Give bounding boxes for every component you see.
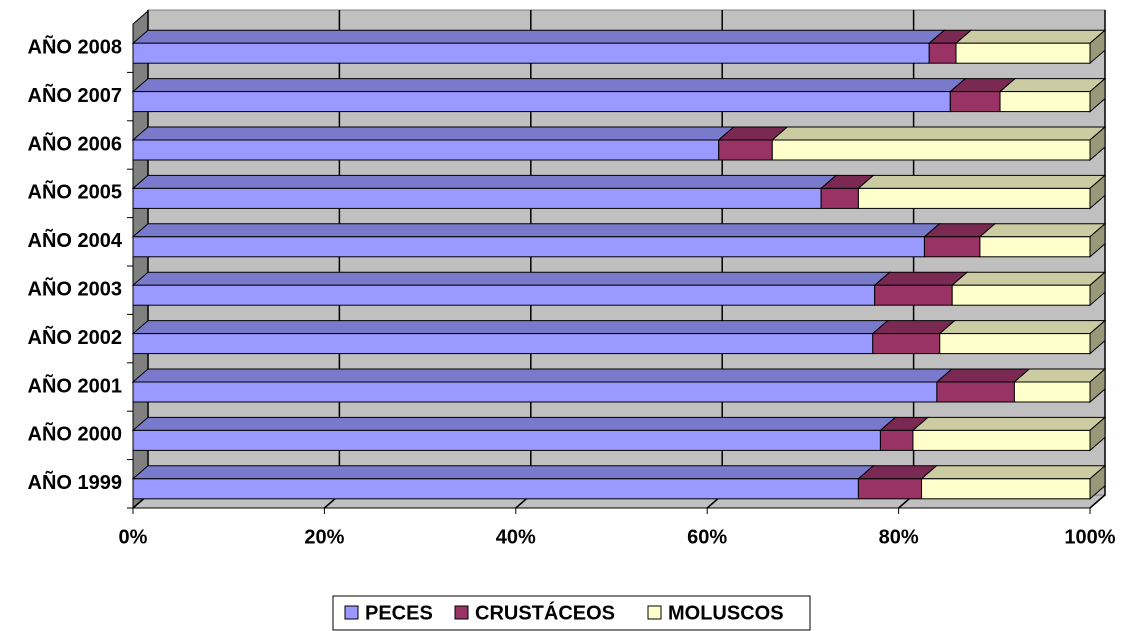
bar [132,381,938,403]
legend-swatch [647,605,662,620]
bar [979,236,1091,258]
bar [928,42,957,64]
bar-side [1089,464,1106,500]
bar [936,381,1015,403]
bar-side [1089,125,1106,162]
bar [949,91,1001,113]
bar [857,478,923,500]
x-tick-label: 100% [1064,526,1115,548]
bar [132,91,951,113]
bar-top [938,320,1107,335]
bar-top [950,271,1107,286]
bar-top [131,223,941,238]
bar-side [1089,77,1106,113]
bar-top [131,29,946,44]
bar [921,478,1091,500]
bar [951,284,1091,306]
bar-side [1089,222,1106,258]
bar-top [998,78,1107,93]
bar [132,478,859,500]
bar [132,333,874,355]
y-tick-label: AÑO 2003 [28,277,123,300]
bar-top [770,126,1107,141]
bar-side [1089,319,1106,355]
x-tick-label: 40% [496,526,536,548]
y-tick-label: AÑO 2008 [28,35,123,58]
bar [820,187,859,209]
bar-top [131,174,838,189]
legend [332,595,811,631]
bar-side [1089,367,1106,404]
legend-label: CRUSTÁCEOS [475,601,615,624]
bar-top [935,368,1031,383]
bar-top [920,465,1107,480]
bar [879,429,914,451]
bar-top [131,368,954,383]
y-tick-label: AÑO 2000 [28,423,123,446]
bar-top [911,416,1107,431]
y-tick-label: AÑO 1999 [28,471,123,494]
bar [912,429,1091,451]
bar [132,284,876,306]
x-tick-label: 20% [304,526,344,548]
bar-top [131,126,736,141]
bar [132,429,881,451]
bar [718,139,773,161]
bar-top [131,320,890,335]
bar-top [131,78,967,93]
bar [857,187,1091,209]
bar-side [1089,29,1106,65]
y-tick-label: AÑO 2005 [28,181,123,204]
bar-top [131,465,875,480]
y-tick-label: AÑO 2007 [28,84,123,107]
y-tick-label: AÑO 2006 [28,132,123,155]
bar [132,42,930,64]
bar [1013,381,1091,403]
bar-top [1013,368,1107,383]
bar-side [1089,271,1106,307]
bar-top [978,223,1107,238]
legend-label: MOLUSCOS [668,602,784,624]
bar-side [1089,174,1106,210]
bar [771,139,1091,161]
bar [872,333,941,355]
bar [923,236,981,258]
legend-swatch [344,605,359,620]
x-tick-label: 80% [879,526,919,548]
bar [939,333,1091,355]
bar [132,139,720,161]
y-tick-label: AÑO 2002 [28,326,123,349]
bar-top [131,271,892,286]
legend-label: PECES [365,602,433,624]
legend-swatch [454,605,469,620]
x-tick-label: 60% [687,526,727,548]
bar [874,284,953,306]
x-tick-label: 0% [119,526,148,548]
y-tick-label: AÑO 2001 [28,374,123,397]
bar-top [954,29,1107,44]
bar [132,187,822,209]
bar-top [873,271,969,286]
bar-top [857,174,1107,189]
bar [955,42,1091,64]
bar-side [1089,416,1106,452]
y-tick-label: AÑO 2004 [28,229,123,252]
bar-top [131,416,897,431]
bar [132,236,925,258]
bar [999,91,1091,113]
grid-line [1089,10,1106,509]
